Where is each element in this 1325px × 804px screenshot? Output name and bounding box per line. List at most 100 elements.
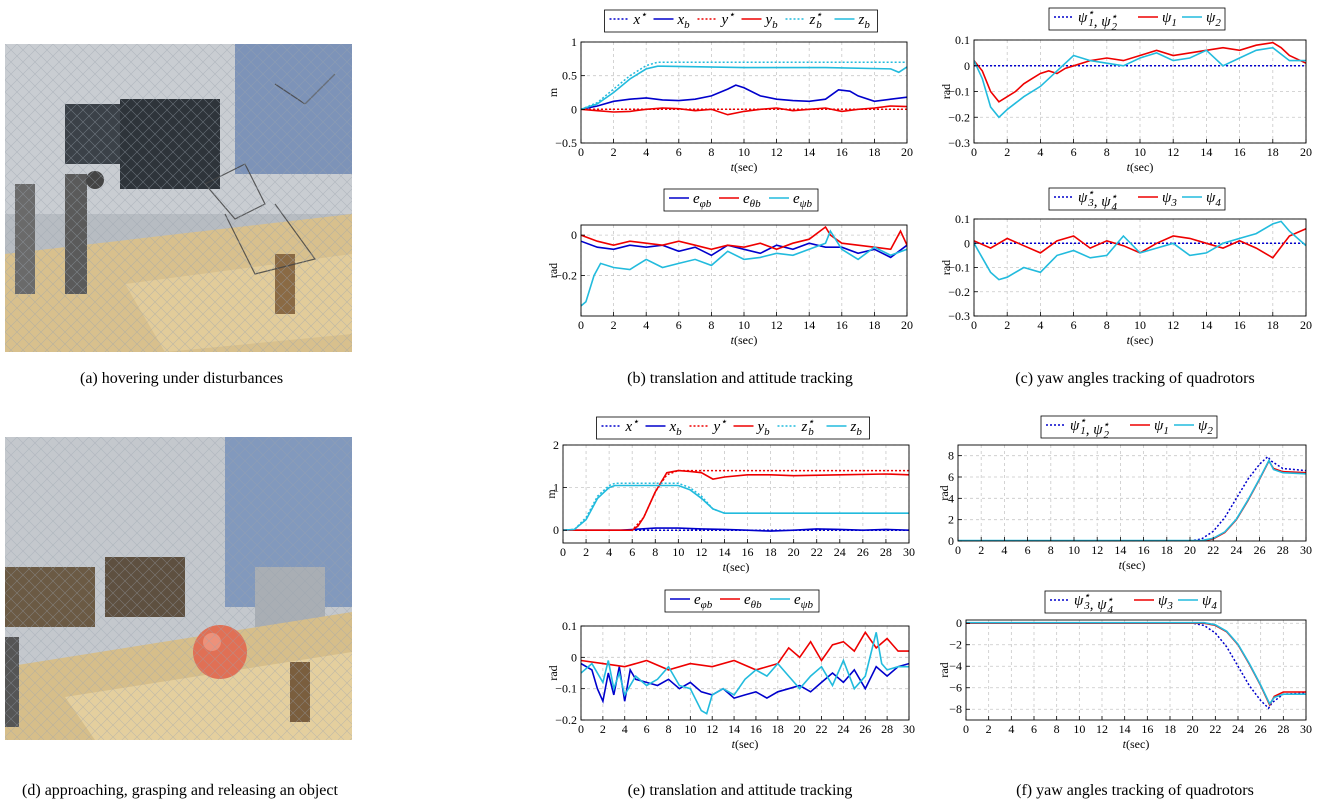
series-line-x-b <box>581 84 907 111</box>
legend: ψ⋆ 3, ψ⋆ 4 ψ3 ψ4 <box>1048 187 1226 213</box>
legend-label: zb <box>850 419 863 438</box>
x-tick-label: 8 <box>708 318 714 332</box>
x-tick-label: 2 <box>611 145 617 159</box>
legend-label: ψ2 <box>1206 10 1221 29</box>
legend-box <box>664 589 820 613</box>
grid <box>965 620 1307 720</box>
x-tick-label: 2 <box>1004 318 1010 332</box>
series-line-psi-1 <box>958 459 1306 541</box>
legend-label: eθb <box>743 191 761 210</box>
x-tick-label: 20 <box>1187 722 1199 736</box>
legend-item: z⋆ b <box>777 416 815 438</box>
y-tick-label: 6 <box>948 470 954 484</box>
y-axis-label: rad <box>938 662 951 677</box>
x-axis-label: t(sec) <box>731 160 758 174</box>
legend-label: ψ⋆ 1, ψ⋆ 2 <box>1070 415 1110 441</box>
legend: ψ⋆ 1, ψ⋆ 2 ψ1 ψ2 <box>1048 7 1226 33</box>
x-tick-label: 10 <box>1068 543 1080 557</box>
y-tick-label: 0 <box>964 236 970 250</box>
x-tick-label: 18 <box>1267 145 1279 159</box>
series-line-e-theta-b <box>581 225 907 251</box>
x-tick-label: 2 <box>978 543 984 557</box>
x-tick-label: 10 <box>1073 722 1085 736</box>
x-tick-label: 20 <box>1184 543 1196 557</box>
legend-label: ψ3 <box>1158 593 1173 612</box>
x-tick-label: 4 <box>1008 722 1014 736</box>
x-tick-label: 10 <box>684 722 696 736</box>
grid <box>957 445 1307 542</box>
x-axis-label: t(sec) <box>732 737 759 751</box>
caption-d: (d) approaching, grasping and releasing … <box>22 782 338 799</box>
x-tick-label: 8 <box>708 145 714 159</box>
x-tick-label: 2 <box>611 318 617 332</box>
x-tick-label: 18 <box>868 145 880 159</box>
x-tick-label: 10 <box>1134 145 1146 159</box>
x-tick-label: 4 <box>1037 318 1043 332</box>
legend-label: ψ⋆ 1, ψ⋆ 2 <box>1078 7 1118 33</box>
x-tick-label: 20 <box>788 545 800 559</box>
legend-item: eψb <box>770 592 814 611</box>
legend: eφb eθb eψb <box>663 188 819 212</box>
x-axis-label: t(sec) <box>1127 333 1154 347</box>
x-tick-label: 6 <box>644 722 650 736</box>
x-tick-label: 14 <box>1119 722 1131 736</box>
x-tick-label: 22 <box>1207 543 1219 557</box>
x-tick-label: 2 <box>583 545 589 559</box>
x-axis-label: t(sec) <box>1119 558 1146 572</box>
x-tick-label: 0 <box>963 722 969 736</box>
x-tick-label: 28 <box>880 545 892 559</box>
x-tick-label: 6 <box>1025 543 1031 557</box>
series-line-psi-1--psi-2 <box>958 455 1306 541</box>
x-tick-label: 16 <box>1234 318 1246 332</box>
x-tick-label: 18 <box>1161 543 1173 557</box>
x-tick-label: 12 <box>1091 543 1103 557</box>
x-tick-label: 6 <box>676 318 682 332</box>
x-tick-label: 4 <box>1001 543 1007 557</box>
y-tick-label: 0 <box>956 616 962 630</box>
y-axis-label: m <box>545 489 558 499</box>
series-line-e-theta-b <box>581 630 909 671</box>
series-line-z--b <box>581 61 907 110</box>
caption-e: (e) translation and attitude tracking <box>627 782 853 799</box>
legend-item: zb <box>834 12 870 31</box>
x-tick-label: 20 <box>1300 318 1312 332</box>
legend-box <box>663 188 819 212</box>
y-tick-label: −2 <box>949 638 962 652</box>
legend-label: x⋆ <box>633 9 648 28</box>
legend-label: yb <box>756 419 771 438</box>
series-line-y-b <box>581 105 907 116</box>
plot-c-yaw-34: 0 2 4 6 8 10 12 14 16 18 20 −0.3 −0.2 −0.1 0 0.1 t(sec) r… <box>939 187 1312 347</box>
y-tick-label: −6 <box>949 681 962 695</box>
x-tick-label: 26 <box>1254 543 1266 557</box>
y-tick-label: 0 <box>964 59 970 73</box>
legend-label: ψ2 <box>1198 418 1213 437</box>
x-tick-label: 16 <box>836 145 848 159</box>
x-tick-label: 18 <box>868 318 880 332</box>
legend-label: y⋆ <box>720 9 736 28</box>
y-tick-label: 0.1 <box>955 33 970 47</box>
caption-c: (c) yaw angles tracking of quadrotors <box>1015 370 1255 387</box>
legend-label: z⋆ b <box>801 416 815 438</box>
legend-item: eφb <box>669 191 712 210</box>
y-tick-label: 0.5 <box>562 69 577 83</box>
y-tick-label: −0.3 <box>948 136 970 150</box>
legend-item: y⋆ <box>689 416 727 435</box>
legend-box <box>1048 187 1226 211</box>
x-tick-label: 24 <box>1230 543 1242 557</box>
legend: x⋆ xb y⋆ yb z⋆ b zb <box>604 9 878 33</box>
y-tick-label: −0.1 <box>948 261 970 275</box>
legend-item: ψ4 <box>1178 593 1217 612</box>
legend-box <box>604 9 878 33</box>
x-tick-label: 28 <box>1277 722 1289 736</box>
legend-label: yb <box>764 12 779 31</box>
legend-label: ψ4 <box>1206 190 1221 209</box>
x-tick-label: 22 <box>1209 722 1221 736</box>
y-axis-label: m <box>546 87 560 97</box>
series-line-psi-3--psi-4 <box>966 622 1306 710</box>
y-tick-label: 0 <box>571 228 577 242</box>
x-tick-label: 12 <box>1167 318 1179 332</box>
legend-item: x⋆ <box>609 9 648 28</box>
y-tick-label: 0 <box>571 102 577 116</box>
caption-f: (f) yaw angles tracking of quadrotors <box>1016 782 1254 799</box>
x-axis-label: t(sec) <box>1127 160 1154 174</box>
